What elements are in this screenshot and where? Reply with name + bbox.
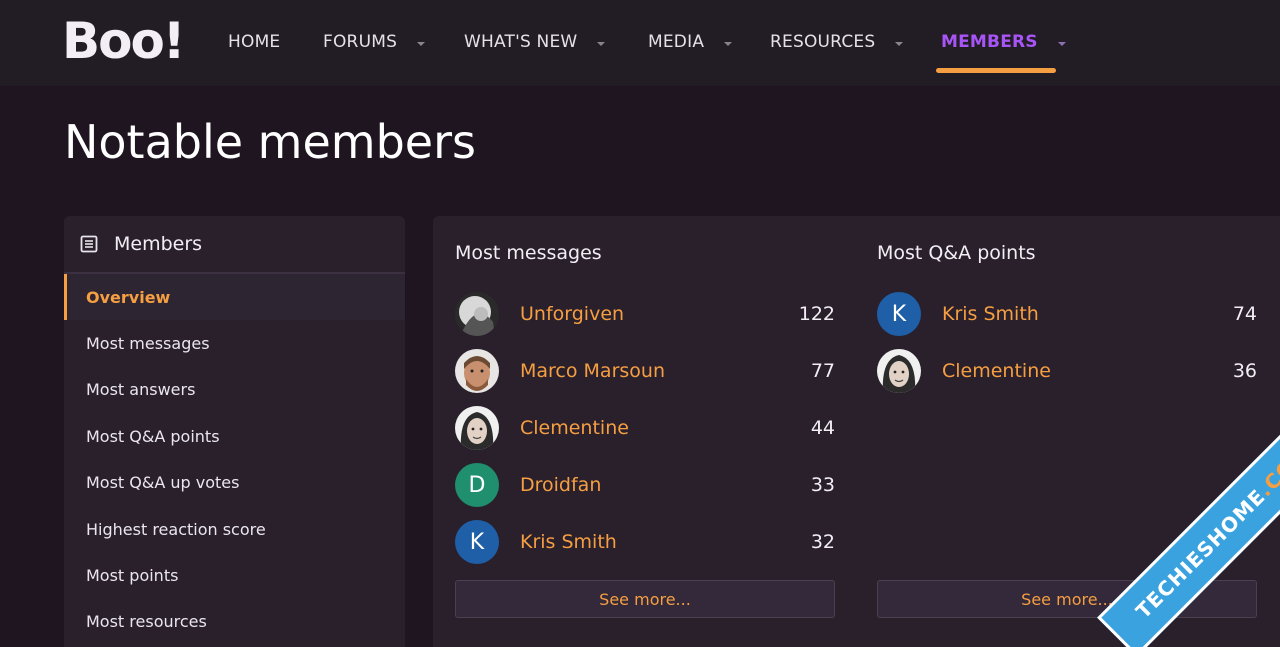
avatar-letter: K [891,301,907,327]
nav-media[interactable]: MEDIA [648,30,733,54]
most-messages-title: Most messages [455,242,602,264]
points-count: 36 [1232,360,1257,382]
nav-resources[interactable]: RESOURCES [770,30,904,54]
sidebar-item-highest-reaction-score[interactable]: Highest reaction score [86,519,266,539]
message-count: 32 [810,531,835,553]
nav-media-label: MEDIA [648,32,705,52]
sidebar-item-most-qa-points[interactable]: Most Q&A points [86,426,220,446]
avatar[interactable]: D [455,463,499,507]
member-row: Marco Marsoun 77 [455,349,835,393]
see-more-button[interactable]: See more... [455,580,835,618]
chevron-down-icon[interactable] [724,41,733,46]
sidebar-item-most-messages[interactable]: Most messages [86,334,210,354]
avatar[interactable] [455,292,499,336]
member-row: K Kris Smith 74 [877,292,1257,336]
member-name-link[interactable]: Kris Smith [520,531,617,553]
chevron-down-icon[interactable] [1057,41,1066,46]
user-photo-icon [455,292,499,336]
user-photo-icon [455,406,499,450]
member-row: K Kris Smith 32 [455,520,835,564]
points-count: 74 [1232,303,1257,325]
member-name-link[interactable]: Clementine [942,360,1051,382]
member-name-link[interactable]: Clementine [520,417,629,439]
document-icon [80,235,98,253]
sidebar-item-most-resources[interactable]: Most resources [86,612,207,632]
member-row: Clementine 44 [455,406,835,450]
avatar-letter: K [469,529,485,555]
avatar[interactable] [877,349,921,393]
nav-forums-label: FORUMS [323,32,398,52]
sidebar-title: Members [114,233,203,255]
user-photo-icon [877,349,921,393]
message-count: 122 [798,303,835,325]
most-messages-block: Most messages Unforgiven 122 [455,216,835,647]
nav-members-label: MEMBERS [941,32,1038,52]
message-count: 44 [810,417,835,439]
nav-home[interactable]: HOME [228,30,280,54]
chevron-down-icon[interactable] [597,41,606,46]
message-count: 33 [810,474,835,496]
member-row: Clementine 36 [877,349,1257,393]
avatar-letter: D [468,472,486,498]
member-name-link[interactable]: Droidfan [520,474,602,496]
members-sidebar: Members Overview Most messages Most answ… [64,216,405,647]
avatar[interactable] [455,406,499,450]
nav-members[interactable]: MEMBERS [941,30,1066,54]
page-title: Notable members [64,115,476,169]
chevron-down-icon[interactable] [417,41,426,46]
avatar[interactable] [455,349,499,393]
sidebar-item-most-answers[interactable]: Most answers [86,380,196,400]
message-count: 77 [810,360,835,382]
nav-whats-new-label: WHAT'S NEW [464,32,578,52]
nav-whats-new[interactable]: WHAT'S NEW [464,30,606,54]
member-name-link[interactable]: Marco Marsoun [520,360,665,382]
nav-forums[interactable]: FORUMS [323,30,426,54]
member-row: D Droidfan 33 [455,463,835,507]
active-nav-underline [936,68,1056,73]
site-logo[interactable]: Boo! [62,12,186,70]
most-qa-points-title: Most Q&A points [877,242,1036,264]
nav-resources-label: RESOURCES [770,32,876,52]
sidebar-item-overview[interactable]: Overview [64,274,405,321]
top-navigation-bar: Boo! HOME FORUMS WHAT'S NEW MEDIA RESOUR… [0,0,1280,86]
member-row: Unforgiven 122 [455,292,835,336]
nav-home-label: HOME [228,32,281,52]
avatar[interactable]: K [455,520,499,564]
member-name-link[interactable]: Unforgiven [520,303,625,325]
user-photo-icon [455,349,499,393]
sidebar-header: Members [64,216,405,274]
member-name-link[interactable]: Kris Smith [942,303,1039,325]
avatar[interactable]: K [877,292,921,336]
sidebar-item-most-qa-up-votes[interactable]: Most Q&A up votes [86,473,240,493]
sidebar-item-most-points[interactable]: Most points [86,566,179,586]
chevron-down-icon[interactable] [895,41,904,46]
